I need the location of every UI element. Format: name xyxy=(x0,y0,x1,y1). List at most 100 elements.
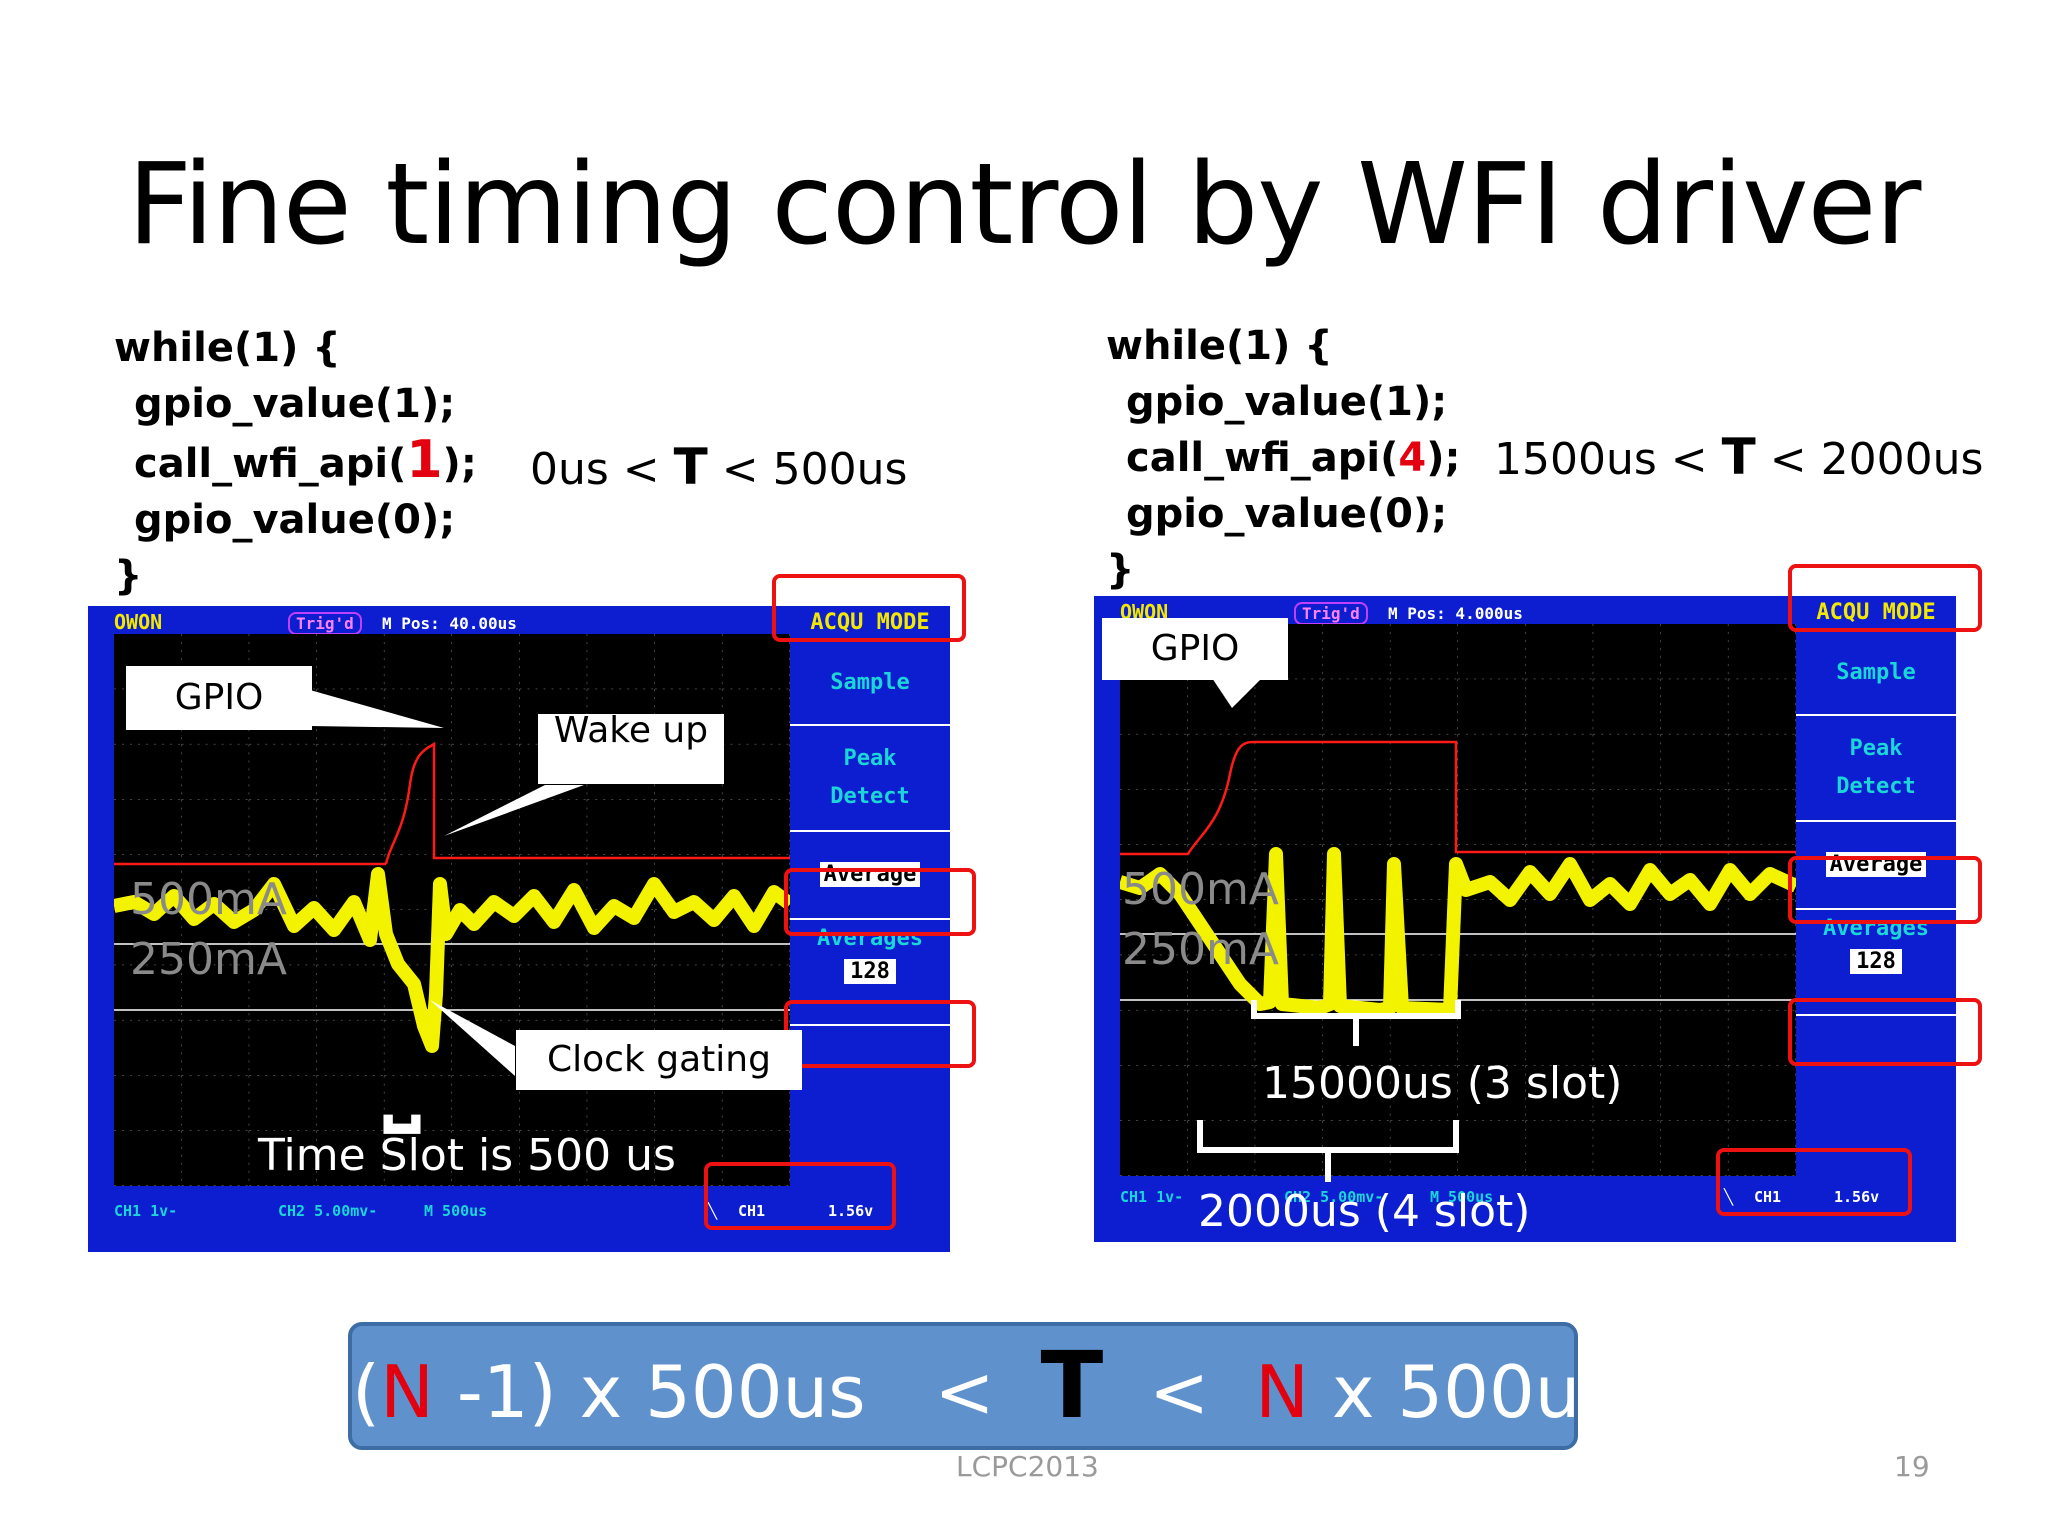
scope-waveform xyxy=(1120,624,1796,1176)
code-line: gpio_value(0); xyxy=(134,497,456,543)
level-500ma-label: 500mA xyxy=(1122,864,1279,915)
menu-label: Peak xyxy=(1849,736,1903,761)
ch2-scale: CH2 5.00mv- xyxy=(1284,1188,1384,1206)
trigger-icon: ╲ xyxy=(708,1202,718,1220)
code-line: call_wfi_api(4); xyxy=(1106,430,1460,486)
right-code: while(1) { gpio_value(1); call_wfi_api(4… xyxy=(1106,318,1460,598)
four-slot-label: 2000us (4 slot) xyxy=(1198,1186,1531,1237)
menu-average[interactable]: Average xyxy=(790,830,950,918)
menu-peak-detect[interactable]: Peak Detect xyxy=(1796,714,1956,818)
trigger-level: 1.56v xyxy=(1834,1188,1880,1206)
code-text: call_wfi_api( xyxy=(134,441,407,487)
time-slot-label: Time Slot is 500 us xyxy=(258,1130,676,1181)
ch2-scale: CH2 5.00mv- xyxy=(278,1202,378,1220)
code-line: gpio_value(1); xyxy=(134,381,456,427)
highlight-acqu-mode xyxy=(772,574,966,642)
formula-n: N xyxy=(1255,1350,1309,1434)
right-range: 1500us < T < 2000us xyxy=(1494,428,1983,486)
trigger-source: CH1 xyxy=(738,1202,766,1220)
scope-menu: ACQU MODE Sample Peak Detect Average Aver… xyxy=(790,606,950,1252)
range-text: < 500us xyxy=(707,444,908,495)
scope-status-bar: CH1 1v- CH2 5.00mv- M 500us ╲ CH1 1.56v xyxy=(88,1186,950,1252)
trig-status: Trig'd xyxy=(1294,602,1368,625)
gpio-callout: GPIO xyxy=(126,666,312,730)
code-line: while(1) { xyxy=(1106,323,1333,369)
highlight-trigger xyxy=(1716,1148,1912,1216)
wfi-arg: 1 xyxy=(406,430,443,490)
menu-label: Average xyxy=(819,862,921,887)
left-code: while(1) { gpio_value(1); call_wfi_api(1… xyxy=(114,320,477,604)
menu-empty xyxy=(790,1024,950,1252)
scope-brand: OWON xyxy=(114,610,163,634)
trig-status: Trig'd xyxy=(288,612,362,635)
menu-empty xyxy=(1796,1014,1956,1242)
highlight-averages xyxy=(1788,998,1982,1066)
left-range: 0us < T < 500us xyxy=(530,438,907,496)
level-250ma-label: 250mA xyxy=(1122,924,1279,975)
menu-sample[interactable]: Sample xyxy=(1796,630,1956,714)
code-text: call_wfi_api( xyxy=(1126,435,1399,481)
menu-label: Detect xyxy=(1836,774,1916,799)
code-text: ); xyxy=(442,441,477,487)
menu-label: Detect xyxy=(830,784,910,809)
scope-topbar: OWON Trig'd M Pos: 40.00us xyxy=(88,606,950,635)
wake-up-callout: Wake up xyxy=(538,714,724,784)
code-line: gpio_value(0); xyxy=(1126,491,1448,537)
averages-value: 128 xyxy=(1850,949,1902,974)
code-line: } xyxy=(114,553,143,599)
brace-icon: ⎵ xyxy=(384,1028,420,1133)
clock-gating-callout: Clock gating xyxy=(516,1030,802,1090)
highlight-average xyxy=(1788,856,1982,924)
formula-n: N xyxy=(380,1350,434,1434)
trigger-source: CH1 xyxy=(1754,1188,1782,1206)
range-T: T xyxy=(1721,428,1756,486)
trigger-level: 1.56v xyxy=(828,1202,874,1220)
formula-text: < xyxy=(1103,1350,1256,1434)
code-line: while(1) { xyxy=(114,325,341,371)
wfi-arg: 4 xyxy=(1398,435,1427,481)
m-pos: M Pos: 4.000us xyxy=(1388,604,1523,623)
scope-menu: ACQU MODE Sample Peak Detect Average Aver… xyxy=(1796,596,1956,1242)
menu-label: Peak xyxy=(843,746,897,771)
ch1-scale: CH1 1v- xyxy=(1120,1188,1184,1206)
level-250ma-label: 250mA xyxy=(130,934,287,985)
highlight-acqu-mode xyxy=(1788,564,1982,632)
formula-text: ( xyxy=(352,1350,381,1434)
highlight-trigger xyxy=(704,1162,896,1230)
scope-screen xyxy=(1120,624,1796,1176)
menu-label: Averages xyxy=(817,926,923,951)
slide-title: Fine timing control by WFI driver xyxy=(127,140,1922,270)
range-T: T xyxy=(673,438,708,496)
m-pos: M Pos: 40.00us xyxy=(382,614,517,633)
gpio-callout: GPIO xyxy=(1102,618,1288,680)
time-scale: M 500us xyxy=(424,1202,488,1220)
averages-value: 128 xyxy=(844,959,896,984)
scope-status-bar: CH1 1v- CH2 5.00mv- M 500us ╲ CH1 1.56v xyxy=(1094,1176,1956,1242)
formula-T: T xyxy=(1040,1332,1104,1439)
footer-label: LCPC2013 xyxy=(956,1450,1099,1483)
time-scale: M 500us xyxy=(1430,1188,1494,1206)
range-text: 1500us < xyxy=(1494,434,1722,485)
menu-title: ACQU MODE xyxy=(1816,600,1936,625)
formula-text: x 500us xyxy=(1308,1350,1618,1434)
range-text: 0us < xyxy=(530,444,674,495)
highlight-average xyxy=(784,868,976,936)
range-text: < 2000us xyxy=(1755,434,1984,485)
ch1-scale: CH1 1v- xyxy=(114,1202,178,1220)
page-number: 19 xyxy=(1894,1450,1930,1483)
menu-label: Sample xyxy=(830,670,910,695)
formula-text: -1) x 500us < xyxy=(433,1350,1041,1434)
formula-box: (N -1) x 500us < T < N x 500us xyxy=(348,1322,1618,1450)
menu-sample[interactable]: Sample xyxy=(790,640,950,724)
code-line: } xyxy=(1106,547,1135,593)
menu-label: Sample xyxy=(1836,660,1916,685)
menu-peak-detect[interactable]: Peak Detect xyxy=(790,724,950,828)
code-line: call_wfi_api(1); xyxy=(114,432,477,492)
level-500ma-label: 500mA xyxy=(130,874,287,925)
menu-title: ACQU MODE xyxy=(810,610,930,635)
code-text: ); xyxy=(1426,435,1461,481)
code-line: gpio_value(1); xyxy=(1126,379,1448,425)
menu-averages[interactable]: Averages 128 xyxy=(790,918,950,1024)
highlight-averages xyxy=(784,1000,976,1068)
trigger-icon: ╲ xyxy=(1724,1188,1734,1206)
